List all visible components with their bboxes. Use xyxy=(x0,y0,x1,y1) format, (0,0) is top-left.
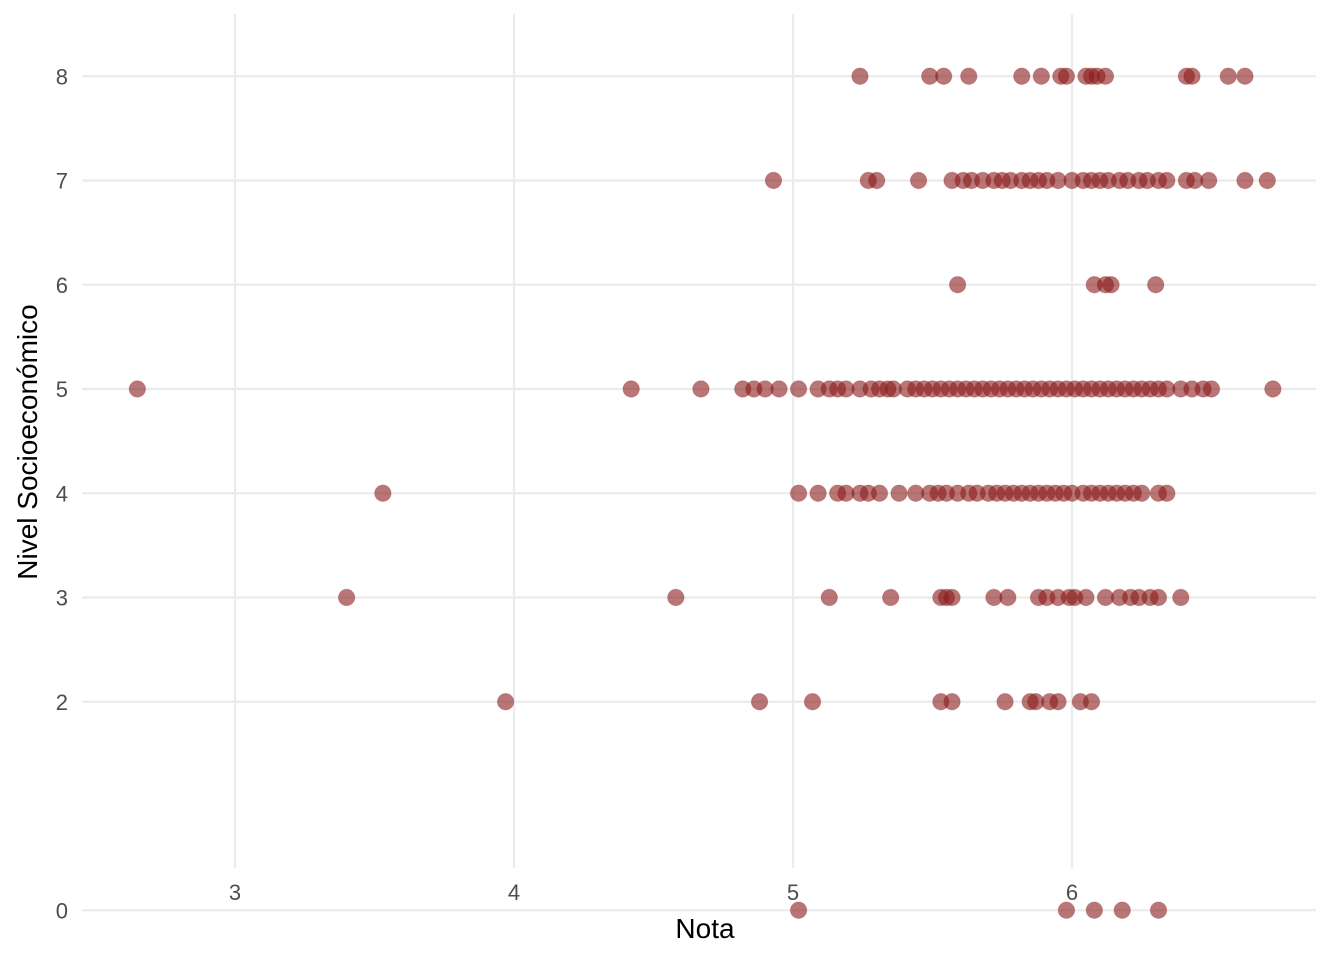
data-point xyxy=(1219,67,1237,85)
data-point xyxy=(890,484,908,502)
data-point xyxy=(1113,901,1131,919)
data-point xyxy=(909,171,928,190)
data-point xyxy=(1085,901,1104,919)
data-point xyxy=(803,693,822,711)
y-tick-label: 6 xyxy=(56,273,68,298)
x-tick-label: 5 xyxy=(787,880,799,905)
data-point xyxy=(1183,67,1201,85)
data-points xyxy=(128,67,1282,919)
y-tick-label: 4 xyxy=(56,481,68,506)
data-point xyxy=(948,276,967,294)
data-point xyxy=(1077,588,1095,607)
data-point xyxy=(881,588,900,607)
data-point xyxy=(764,171,783,190)
data-point xyxy=(1172,588,1190,607)
x-tick-label: 6 xyxy=(1066,880,1078,905)
y-tick-label: 0 xyxy=(56,898,68,923)
data-point xyxy=(1057,67,1076,85)
data-point xyxy=(1236,171,1254,190)
data-point xyxy=(622,380,640,398)
data-point xyxy=(337,588,356,607)
data-point xyxy=(1133,484,1151,502)
data-point xyxy=(789,380,808,398)
data-point xyxy=(1236,67,1254,85)
data-point xyxy=(1057,901,1076,919)
y-tick-label: 5 xyxy=(56,377,68,402)
data-point xyxy=(851,67,869,85)
x-axis-title: Nota xyxy=(675,913,735,944)
data-point xyxy=(868,171,886,190)
data-point xyxy=(960,67,978,85)
data-point xyxy=(1202,380,1221,398)
data-point xyxy=(128,380,147,398)
data-point xyxy=(820,588,838,607)
data-point xyxy=(770,380,788,398)
y-tick-label: 7 xyxy=(56,169,68,194)
y-tick-labels: 0 2 3 4 5 6 7 8 xyxy=(56,64,68,923)
data-point xyxy=(667,588,685,607)
data-point xyxy=(1147,276,1165,294)
data-point xyxy=(750,693,769,711)
data-point xyxy=(1158,171,1176,190)
data-point xyxy=(996,693,1014,711)
y-tick-label: 3 xyxy=(56,586,68,611)
data-point xyxy=(692,380,710,398)
x-tick-labels: 3 4 5 6 xyxy=(229,880,1078,905)
y-tick-label: 8 xyxy=(56,64,68,89)
data-point xyxy=(1149,901,1168,919)
y-axis-title: Nivel Socioeconómico xyxy=(12,304,43,579)
data-point xyxy=(1258,171,1277,190)
data-point xyxy=(1013,67,1031,85)
data-point xyxy=(999,588,1017,607)
data-point xyxy=(1200,171,1218,190)
data-point xyxy=(789,484,808,502)
data-point xyxy=(1158,484,1176,502)
data-point xyxy=(1049,693,1067,711)
data-point xyxy=(496,693,515,711)
data-point xyxy=(809,484,827,502)
x-tick-label: 3 xyxy=(229,880,241,905)
y-tick-label: 2 xyxy=(56,690,68,715)
data-point xyxy=(870,484,889,502)
data-point xyxy=(1102,276,1120,294)
data-point xyxy=(1149,588,1168,607)
data-point xyxy=(1032,67,1051,85)
x-gridlines xyxy=(233,14,1074,868)
data-point xyxy=(943,588,961,607)
data-point xyxy=(934,67,953,85)
data-point xyxy=(374,484,392,502)
data-point xyxy=(1096,67,1115,85)
x-tick-label: 4 xyxy=(508,880,520,905)
data-point xyxy=(1264,380,1282,398)
data-point xyxy=(789,901,808,919)
data-point xyxy=(943,693,961,711)
data-point xyxy=(1082,693,1101,711)
